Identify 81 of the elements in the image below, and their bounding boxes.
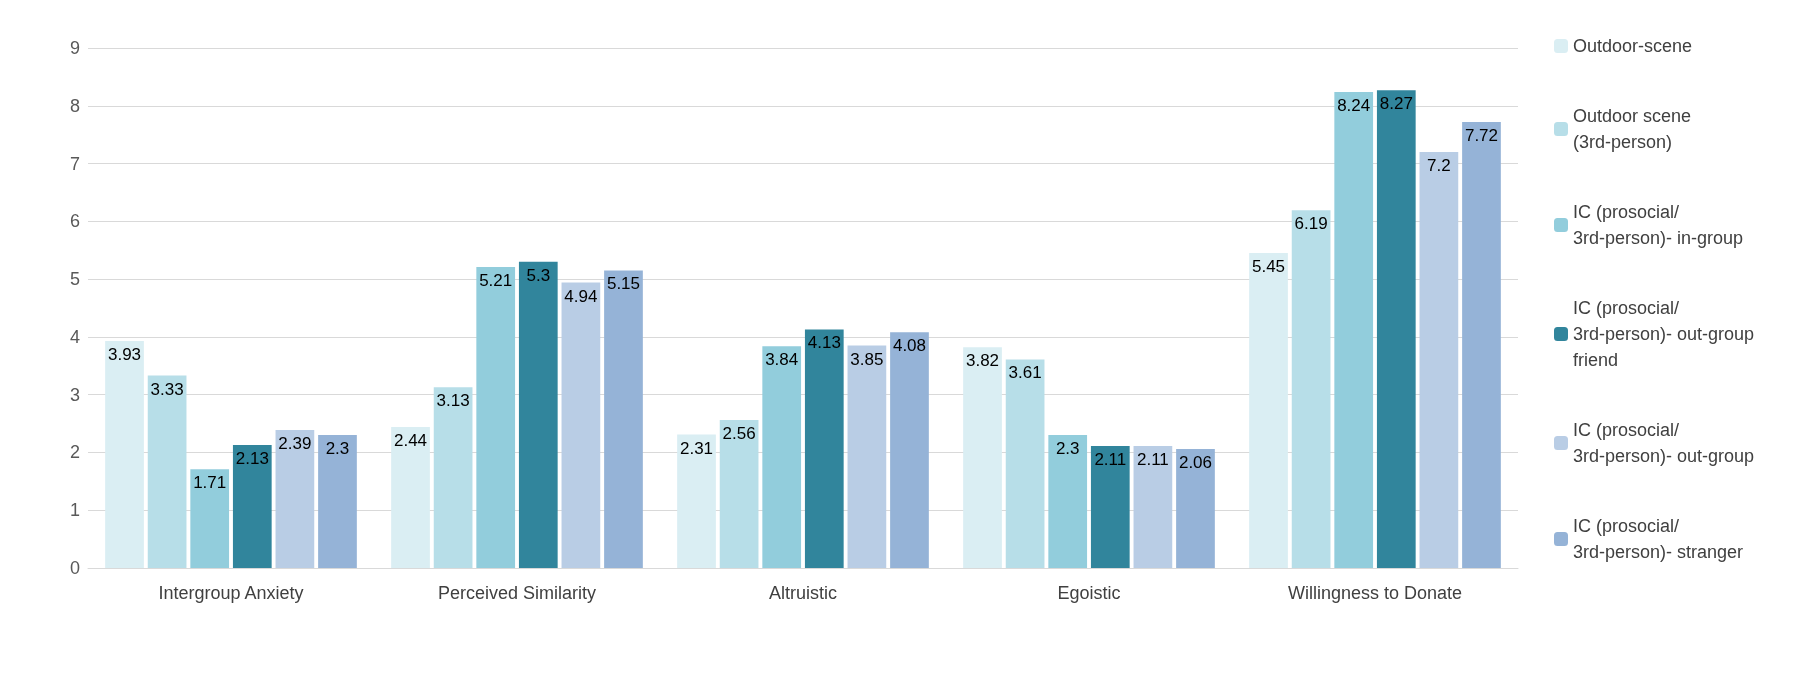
bar [1249, 253, 1288, 568]
data-label: 3.61 [1008, 363, 1042, 383]
data-label: 3.33 [150, 379, 184, 399]
x-tick-label: Altruistic [768, 583, 838, 603]
bar [1334, 91, 1374, 568]
data-label: 7.72 [1464, 125, 1499, 145]
bar [847, 345, 887, 568]
bar [1291, 210, 1331, 568]
y-tick-label: 4 [69, 326, 80, 347]
bar [147, 375, 187, 568]
data-label: 3.13 [436, 391, 470, 411]
bar [232, 444, 272, 568]
bar [190, 469, 230, 568]
bar [677, 434, 716, 568]
data-label: 4.13 [807, 333, 841, 353]
data-label: 2.13 [235, 448, 269, 468]
data-label: 2.3 [325, 439, 350, 459]
bar [1419, 152, 1459, 568]
y-tick-label: 6 [69, 211, 80, 232]
data-label: 2.11 [1136, 450, 1169, 470]
legend-label: IC (prosocial/3rd-person)- in-group [1573, 202, 1744, 248]
bar [391, 427, 430, 568]
y-tick-label: 2 [69, 442, 80, 463]
legend-label: Outdoor scene (3rd-person) [1573, 106, 1697, 152]
data-label: 7.2 [1427, 156, 1451, 175]
bar [275, 429, 315, 568]
bar [1176, 448, 1215, 568]
data-label: 2.11 [1094, 450, 1127, 470]
data-label: 3.84 [765, 350, 799, 370]
y-tick-label: 0 [69, 558, 80, 578]
bar [890, 332, 929, 568]
x-tick-label: Intergroup Anxiety [158, 583, 304, 603]
bar [1090, 446, 1130, 568]
data-label: 2.56 [722, 424, 756, 444]
bar [1133, 446, 1173, 568]
bar [804, 329, 844, 568]
legend-label: IC (prosocial/3rd-person)- out-group [1573, 420, 1755, 466]
x-tick-label: Egoistic [1057, 583, 1121, 603]
legend-label: Outdoor-scene [1573, 36, 1693, 56]
x-tick-label: Willingness to Donate [1287, 583, 1463, 603]
y-tick-label: 1 [69, 500, 80, 521]
bar [1376, 90, 1416, 568]
data-label: 2.06 [1178, 452, 1213, 472]
data-label: 3.93 [107, 344, 142, 364]
data-label: 2.31 [679, 438, 714, 458]
y-tick-label: 7 [69, 153, 80, 174]
data-label: 4.94 [564, 286, 598, 306]
data-label: 8.27 [1379, 94, 1413, 114]
bar [1005, 359, 1045, 568]
bar [719, 420, 759, 568]
data-label: 2.39 [278, 433, 312, 453]
bar [1462, 121, 1501, 568]
data-label: 4.08 [892, 336, 927, 356]
data-label: 1.71 [193, 473, 227, 493]
y-tick-label: 9 [69, 38, 80, 58]
y-tick-label: 8 [69, 95, 80, 116]
legend-label: IC (prosocial/3rd-person)- out-group friend [1573, 298, 1760, 370]
bar [963, 347, 1002, 568]
data-label: 6.19 [1294, 214, 1328, 234]
bar [1048, 435, 1088, 568]
data-label: 8.24 [1337, 95, 1371, 115]
y-tick-label: 3 [69, 384, 80, 405]
bar [105, 340, 144, 568]
bar [318, 435, 357, 568]
bar [518, 261, 558, 568]
data-label: 5.15 [606, 274, 641, 294]
data-label: 3.82 [965, 351, 1000, 371]
bar [476, 266, 516, 568]
legend-label: IC (prosocial/3rd-person)- stranger [1573, 516, 1744, 562]
data-label: 2.44 [393, 431, 428, 451]
data-label: 5.21 [479, 270, 513, 290]
x-tick-label: Perceived Similarity [437, 583, 597, 603]
data-label: 2.3 [1055, 439, 1080, 459]
bar [762, 346, 802, 568]
data-label: 5.45 [1251, 257, 1286, 277]
y-tick-label: 5 [69, 269, 80, 290]
data-label: 3.85 [850, 349, 884, 369]
bar [604, 270, 643, 568]
data-label: 5.3 [526, 265, 551, 285]
bar [433, 387, 473, 568]
bar [561, 282, 601, 568]
